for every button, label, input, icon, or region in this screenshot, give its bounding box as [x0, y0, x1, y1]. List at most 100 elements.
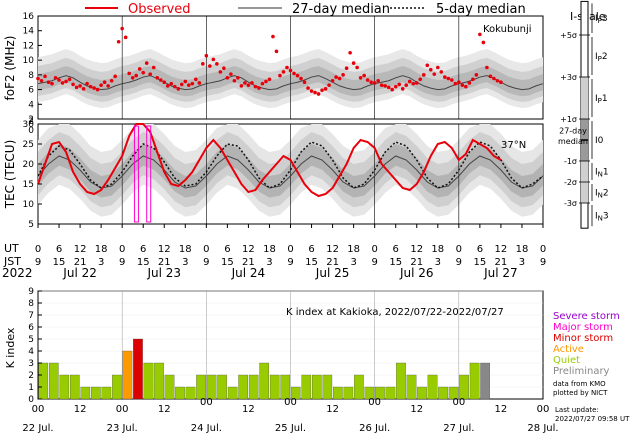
fof2-observed-point — [404, 83, 409, 87]
kindex-date-label: 24 Jul. — [191, 423, 222, 434]
fof2-observed-point — [450, 78, 454, 82]
fof2-observed-point — [53, 76, 58, 80]
iscale-class-index: 1 — [603, 168, 609, 178]
fof2-observed-point — [176, 87, 181, 91]
jst-hour-label: 9 — [540, 257, 546, 268]
jst-hour-label: 21 — [326, 257, 339, 268]
iscale-class-index: 0 — [598, 136, 604, 146]
tec-observed-line — [37, 123, 502, 198]
fof2-observed-point — [414, 81, 419, 85]
kindex-bar — [259, 362, 270, 400]
fof2-observed-point — [457, 80, 461, 85]
fof2-observed-point — [425, 63, 430, 68]
fof2-observed-point — [60, 81, 65, 85]
ut-hour-label: 18 — [263, 244, 276, 255]
kindex-bar — [385, 386, 396, 400]
kindex-date-label: 22 Jul. — [22, 423, 53, 434]
iscale-class-index: 2 — [602, 52, 608, 62]
tec-5day-median-line — [37, 141, 544, 189]
fof2-observed-point — [36, 76, 40, 81]
fof2-observed-point — [453, 81, 458, 86]
legend-5day-label: 5-day median — [436, 2, 526, 17]
kindex-bar — [280, 374, 291, 400]
jst-hour-label: 9 — [119, 257, 125, 268]
jst-hour-label: 9 — [456, 257, 462, 268]
fof2-observed-point — [443, 75, 447, 79]
kindex-ylabel: K index — [4, 327, 17, 368]
fof2-observed-point — [148, 72, 153, 76]
kindex-date-label: 28 Jul. — [527, 423, 558, 434]
fof2-observed-point — [194, 77, 198, 82]
kindex-bar — [290, 386, 301, 400]
tec-ytick-label: 15 — [23, 180, 34, 190]
kindex-bar — [375, 386, 385, 400]
kindex-xtick-label: 12 — [410, 404, 423, 415]
iscale-class-label: IP3 — [595, 14, 608, 25]
iscale-class-index: 2 — [603, 189, 609, 199]
ut-hour-label: 12 — [410, 244, 423, 255]
day-label: Jul 26 — [399, 266, 434, 280]
kindex-ytick-label: 0 — [28, 395, 34, 405]
fof2-observed-point — [250, 81, 254, 85]
kindex-bar — [143, 362, 154, 400]
fof2-observed-point — [365, 78, 370, 82]
fof2-observed-point — [267, 77, 272, 82]
fof2-observed-point — [302, 80, 307, 85]
fof2-observed-point — [123, 35, 128, 40]
kindex-bar — [438, 386, 448, 400]
fof2-observed-point — [225, 76, 230, 80]
fof2-ylabel: foF2 (MHz) — [3, 36, 17, 101]
kindex-ytick-label: 5 — [28, 335, 34, 345]
fof2-observed-point — [109, 78, 114, 83]
fof2-observed-point — [330, 78, 335, 83]
day-label: Jul 22 — [62, 266, 97, 280]
fof2-observed-point — [222, 66, 226, 71]
iscale-class-label: IN1 — [595, 168, 609, 179]
iscale-class-sub: P — [598, 17, 602, 25]
kindex-xtick-label: 00 — [452, 397, 465, 408]
fof2-observed-point — [232, 78, 237, 83]
fof2-station: Kokubunji — [483, 24, 532, 35]
fof2-observed-point — [39, 78, 44, 83]
ut-hour-label: 12 — [74, 244, 87, 255]
fof2-observed-point — [253, 84, 258, 89]
kindex-xtick-label: 12 — [74, 404, 87, 415]
fof2-observed-point — [278, 73, 282, 78]
kindex-bar — [91, 386, 101, 400]
fof2-ytick-label: 10 — [23, 56, 35, 66]
fof2-ytick-label: 8 — [28, 71, 34, 81]
fof2-observed-point — [407, 79, 412, 84]
kindex-bar — [333, 386, 343, 400]
kindex-ytick-label: 6 — [28, 323, 34, 333]
fof2-observed-point — [218, 70, 223, 74]
fof2-observed-point — [169, 81, 174, 86]
fof2-observed-point — [46, 80, 51, 85]
fof2-observed-point — [446, 76, 451, 81]
ut-hour-label: 18 — [179, 244, 192, 255]
kindex-ytick-label: 9 — [28, 287, 34, 297]
kindex-bar — [248, 374, 259, 400]
ut-hour-label: 0 — [456, 244, 462, 255]
jst-hour-label: 3 — [182, 257, 188, 268]
fof2-ytick-label: 16 — [23, 12, 35, 22]
fof2-observed-point — [478, 32, 482, 37]
kindex-bar — [206, 374, 217, 400]
fof2-observed-point — [257, 86, 261, 90]
kindex-xtick-label: 12 — [495, 404, 508, 415]
fof2-observed-point — [67, 77, 72, 82]
fof2-observed-point — [116, 39, 121, 44]
ut-hour-label: 12 — [158, 244, 171, 255]
iscale-median-label2: median — [558, 137, 588, 146]
fof2-observed-point — [141, 70, 146, 75]
kindex-legend-item: Major storm — [553, 322, 613, 333]
kindex-ytick-label: 2 — [28, 371, 34, 381]
iscale-class-label: IN3 — [595, 212, 609, 223]
iscale-class-sub: N — [598, 215, 603, 223]
ut-hour-label: 6 — [477, 244, 483, 255]
fof2-plot-layer — [36, 16, 544, 119]
fof2-observed-point — [432, 72, 437, 76]
iscale-level-label: -2σ — [564, 178, 577, 187]
